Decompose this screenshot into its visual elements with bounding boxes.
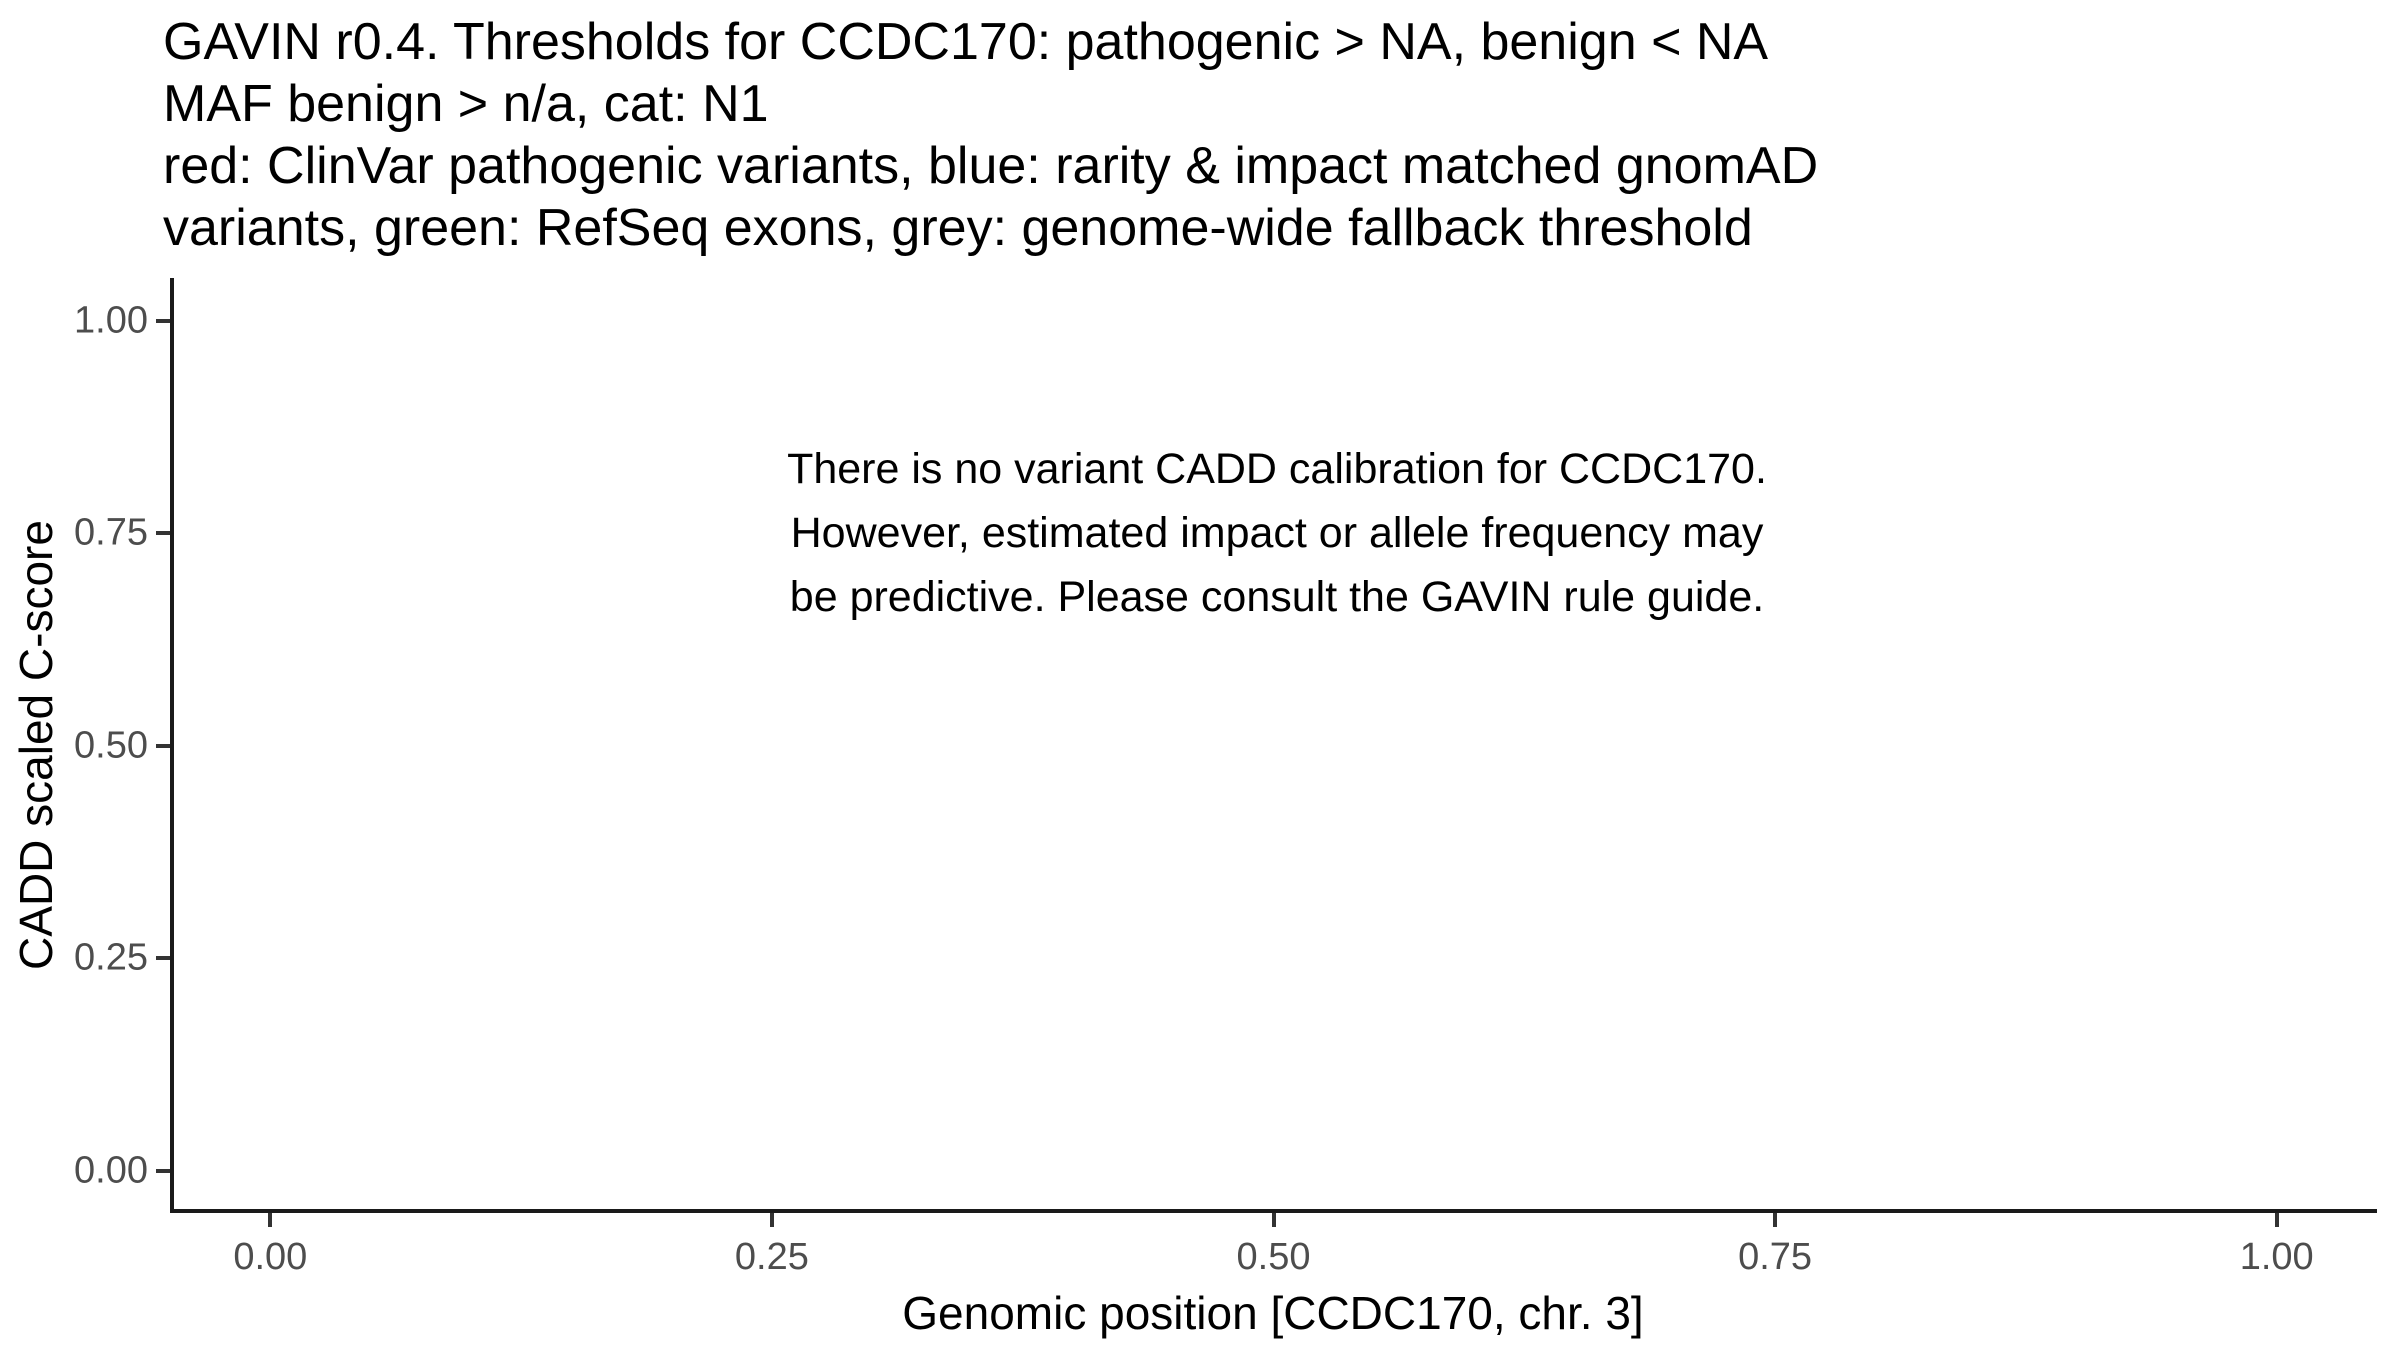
x-axis-tick-label: 0.25: [734, 1236, 809, 1278]
y-axis-tick-mark: [156, 318, 170, 323]
x-axis-tick-label: 0.75: [1738, 1236, 1813, 1278]
plot-title-line-3: red: ClinVar pathogenic variants, blue: …: [163, 137, 1819, 195]
x-axis-tick-label: 1.00: [2239, 1236, 2314, 1278]
y-axis-tick-label: 1.00: [74, 299, 148, 341]
y-axis-tick-mark: [156, 531, 170, 535]
plot-title-line-4: variants, green: RefSeq exons, grey: gen…: [163, 199, 1753, 257]
y-axis-tick-mark: [156, 956, 170, 960]
y-axis-tick-label: 0.25: [74, 936, 148, 979]
x-axis-tick-mark: [268, 1213, 273, 1227]
plot-title-line-1: GAVIN r0.4. Thresholds for CCDC170: path…: [163, 13, 1769, 71]
plot-title-line-2: MAF benign > n/a, cat: N1: [163, 75, 769, 133]
y-axis-tick-label: 0.50: [74, 724, 148, 766]
x-axis-tick-mark: [1773, 1213, 1778, 1227]
y-axis-tick-label: 0.00: [74, 1149, 148, 1191]
y-axis-tick-mark: [156, 1168, 170, 1173]
x-axis-tick-mark: [2274, 1213, 2279, 1227]
annotation-line-2: However, estimated impact or allele freq…: [790, 509, 1764, 557]
y-axis-tick-mark: [156, 743, 170, 748]
x-axis-tick-label: 0.50: [1236, 1236, 1311, 1278]
y-axis-tick-label: 0.75: [74, 511, 148, 554]
plot-title: GAVIN r0.4. Thresholds for CCDC170: path…: [163, 11, 1818, 259]
no-calibration-annotation: There is no variant CADD calibration for…: [787, 437, 1767, 629]
plot-panel: There is no variant CADD calibration for…: [170, 278, 2377, 1213]
annotation-line-3: be predictive. Please consult the GAVIN …: [789, 573, 1765, 621]
x-axis-title: Genomic position [CCDC170, chr. 3]: [902, 1287, 1644, 1339]
x-axis-tick-label: 0.00: [233, 1236, 308, 1278]
annotation-line-1: There is no variant CADD calibration for…: [787, 445, 1767, 493]
x-axis-tick-mark: [769, 1213, 774, 1227]
x-axis-tick-mark: [1271, 1213, 1276, 1227]
